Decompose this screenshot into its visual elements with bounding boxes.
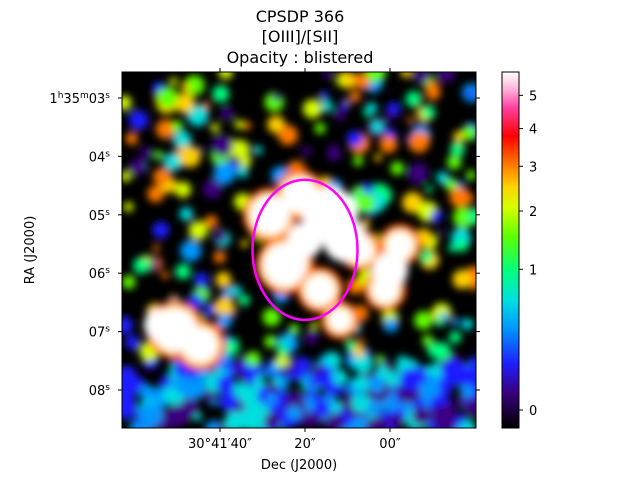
colorbar-tick-label: 1 — [529, 263, 537, 278]
chart-title-line3: Opacity : blistered — [227, 48, 374, 67]
colorbar-ticks: 0 1 2 3 4 5 — [519, 89, 537, 419]
y-axis-label: RA (J2000) — [23, 216, 38, 285]
chart-title-line2: [OIII]/[SII] — [262, 27, 339, 46]
y-tick-label: 04s — [89, 149, 111, 165]
x-tick-label: 00″ — [379, 437, 401, 452]
y-tick-label: 06s — [89, 266, 111, 282]
colorbar-tick-label: 5 — [529, 89, 537, 104]
y-tick-label: 1h35m03s — [49, 91, 110, 107]
colorbar — [501, 71, 520, 429]
chart-title-line1: CPSDP 366 — [256, 7, 345, 26]
heatmap-image — [122, 72, 476, 428]
y-ticks: 1h35m03s 04s 05s 06s 07s 08s — [49, 91, 480, 399]
y-tick-label: 07s — [89, 325, 111, 341]
colorbar-tick-label: 3 — [529, 160, 537, 175]
y-tick-label: 08s — [89, 383, 111, 399]
colorbar-tick-label: 0 — [529, 404, 537, 419]
plot-frame — [121, 71, 477, 429]
region-ellipse — [251, 178, 359, 322]
x-ticks: 30°41′40″ 20″ 00″ — [188, 68, 401, 452]
colorbar-tick-label: 4 — [529, 123, 537, 138]
colorbar-tick-label: 2 — [529, 205, 537, 220]
x-tick-label: 20″ — [294, 437, 316, 452]
x-axis-label: Dec (J2000) — [261, 458, 337, 473]
y-tick-label: 05s — [89, 208, 111, 224]
x-tick-label: 30°41′40″ — [188, 437, 252, 452]
